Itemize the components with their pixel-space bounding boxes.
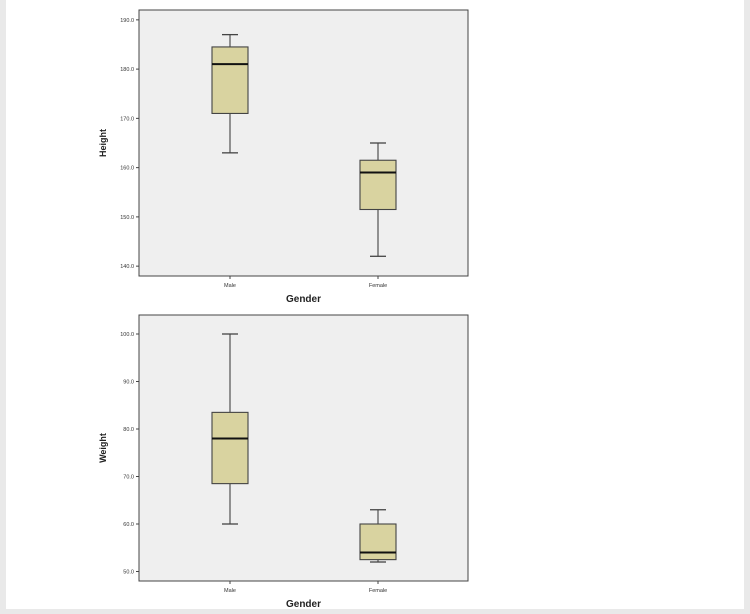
y-tick-label: 100.0 <box>120 332 134 338</box>
x-tick-label: Female <box>369 588 387 594</box>
x-axis-label: Gender <box>286 599 321 609</box>
document-page: 140.0 150.0 160.0 170.0 180.0 190.0 Male Female… <box>6 0 744 610</box>
box-male <box>211 33 249 154</box>
y-tick-label: 140.0 <box>120 264 134 270</box>
y-tick-label: 60.0 <box>123 522 134 528</box>
y-tick-label: 180.0 <box>120 67 134 73</box>
y-tick-label: 80.0 <box>123 427 134 433</box>
x-tick-label: Male <box>224 283 236 289</box>
y-tick-label: 90.0 <box>123 380 134 386</box>
iqr-box <box>359 159 397 211</box>
chart-panel-2: 50.0 60.0 70.0 80.0 90.0 100.0 Male Female Gende… <box>98 314 469 610</box>
iqr-box <box>359 523 397 561</box>
x-axis-label: Gender <box>286 294 321 305</box>
iqr-box <box>211 411 249 485</box>
y-tick-label: 190.0 <box>120 18 134 24</box>
iqr-box <box>211 46 249 114</box>
plot-area <box>138 9 469 277</box>
x-tick-label: Male <box>224 588 236 594</box>
y-tick-label: 170.0 <box>120 116 134 122</box>
y-axis-label: Height <box>98 129 108 157</box>
boxplot-svg: 140.0 150.0 160.0 170.0 180.0 190.0 Male Female… <box>98 9 469 610</box>
boxplot-figure: 140.0 150.0 160.0 170.0 180.0 190.0 Male Female… <box>6 0 744 614</box>
box-male <box>211 333 249 525</box>
y-tick-label: 50.0 <box>123 570 134 576</box>
y-tick-label: 160.0 <box>120 166 134 172</box>
y-tick-label: 150.0 <box>120 215 134 221</box>
box-female <box>359 142 397 257</box>
chart-panel-1: 140.0 150.0 160.0 170.0 180.0 190.0 Male Female… <box>98 9 469 305</box>
y-tick-label: 70.0 <box>123 475 134 481</box>
y-axis-label: Weight <box>98 433 108 463</box>
plot-area <box>138 314 469 582</box>
x-tick-label: Female <box>369 283 387 289</box>
box-female <box>359 509 397 563</box>
